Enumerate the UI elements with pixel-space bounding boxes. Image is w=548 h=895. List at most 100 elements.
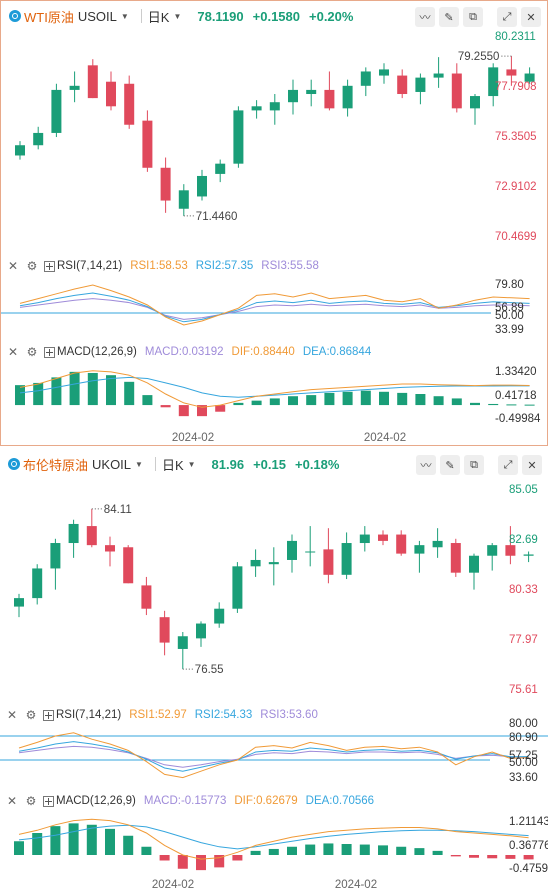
macd-histogram-bar bbox=[50, 826, 61, 855]
close-icon[interactable]: ✕ bbox=[522, 455, 542, 475]
wti-chart[interactable]: 79.2550 71.4460 80.2311 77.7908 75.3505 72.91… bbox=[1, 1, 548, 447]
pencil-icon[interactable]: ✎ bbox=[439, 7, 459, 27]
macd-histogram-bar bbox=[196, 855, 206, 871]
macd-histogram-bar bbox=[414, 848, 425, 855]
price-change-pct: +0.20% bbox=[309, 8, 354, 24]
date-axis-label: 2024-02 bbox=[152, 879, 194, 891]
symbol-code[interactable]: USOIL bbox=[77, 8, 117, 24]
macd-histogram-bar bbox=[470, 402, 480, 406]
macd-histogram-bar bbox=[159, 855, 170, 861]
macd-value: MACD:-0.15773 bbox=[143, 795, 227, 807]
close-icon[interactable]: ✕ bbox=[7, 345, 19, 359]
rsi-axis-label: 50.00 bbox=[495, 310, 524, 322]
candle-body bbox=[414, 545, 425, 554]
macd-histogram-bar bbox=[160, 405, 171, 408]
price-axis-label: 70.4699 bbox=[495, 231, 537, 243]
candle-body bbox=[288, 89, 298, 103]
close-icon[interactable]: ✕ bbox=[7, 259, 19, 273]
plus-box-icon[interactable] bbox=[43, 795, 54, 807]
candle-body bbox=[505, 545, 516, 556]
candle-body bbox=[506, 69, 517, 76]
rsi-axis-label: 80.00 bbox=[509, 718, 538, 730]
macd-histogram-bar bbox=[487, 855, 498, 859]
candle-body bbox=[251, 106, 262, 111]
expand-icon[interactable]: ⤢ bbox=[498, 455, 518, 475]
price-axis-label: 72.9102 bbox=[495, 181, 537, 193]
high-label: 84.11 bbox=[104, 504, 132, 516]
plus-box-icon[interactable] bbox=[44, 260, 55, 272]
price-axis-label: 77.97 bbox=[509, 634, 538, 646]
brent-header: 布伦特原油 UKOIL ▼ 日K ▼ 81.96 +0.15 +0.18% 〰 … bbox=[0, 449, 548, 479]
symbol-code[interactable]: UKOIL bbox=[92, 456, 132, 472]
macd-histogram-bar bbox=[324, 392, 335, 406]
chevron-down-icon[interactable]: ▼ bbox=[173, 11, 182, 21]
plus-box-icon[interactable] bbox=[43, 709, 54, 721]
candle-body bbox=[215, 163, 226, 174]
brent-chart[interactable]: 84.11 76.55 85.05 82.69 80.33 77.97 75.61 80.00… bbox=[0, 449, 548, 895]
candle-body bbox=[33, 132, 44, 146]
gear-icon[interactable]: ⚙ bbox=[25, 708, 37, 722]
chevron-down-icon[interactable]: ▼ bbox=[120, 11, 129, 21]
dif-value: DIF:0.88440 bbox=[231, 346, 295, 358]
close-icon[interactable]: ✕ bbox=[521, 7, 541, 27]
rsi1-value: RSI1:52.97 bbox=[129, 709, 187, 721]
macd-histogram-bar bbox=[86, 824, 97, 855]
rsi1-line bbox=[19, 284, 530, 326]
macd-histogram-bar bbox=[306, 395, 317, 406]
macd-histogram-bar bbox=[214, 855, 225, 868]
macd-histogram-bar bbox=[432, 850, 443, 855]
expand-icon[interactable]: ⤢ bbox=[497, 7, 517, 27]
candle-icon[interactable]: ⧉ bbox=[463, 7, 483, 27]
candle-body bbox=[197, 175, 207, 197]
pencil-icon[interactable]: ✎ bbox=[440, 455, 460, 475]
candle-body bbox=[342, 85, 353, 109]
macd-histogram-bar bbox=[287, 846, 297, 855]
close-icon[interactable]: ✕ bbox=[6, 708, 18, 722]
symbol-name[interactable]: WTI原油 bbox=[24, 9, 74, 25]
rsi1-line bbox=[18, 732, 529, 779]
macd-value: MACD:0.03192 bbox=[144, 346, 224, 358]
close-icon[interactable]: ✕ bbox=[6, 794, 18, 808]
candle-body bbox=[451, 73, 462, 109]
macd-histogram-bar bbox=[106, 375, 116, 406]
chevron-down-icon[interactable]: ▼ bbox=[135, 459, 143, 469]
price-change: +0.1580 bbox=[252, 8, 300, 24]
candle-body bbox=[69, 85, 80, 90]
candle-body bbox=[123, 547, 134, 584]
period-selector[interactable]: 日K bbox=[147, 9, 170, 25]
candle-body bbox=[360, 71, 371, 86]
candle-body bbox=[488, 67, 499, 97]
gear-icon[interactable]: ⚙ bbox=[26, 259, 38, 273]
candle-body bbox=[178, 190, 189, 209]
macd-histogram-bar bbox=[233, 402, 244, 406]
candle-icon[interactable]: ⧉ bbox=[464, 455, 484, 475]
date-axis-label: 2024-02 bbox=[335, 879, 377, 891]
macd-histogram-bar bbox=[33, 382, 44, 406]
macd-histogram-bar bbox=[323, 843, 334, 855]
candle-body bbox=[433, 73, 444, 78]
macd-histogram-bar bbox=[251, 400, 262, 406]
brent-panel: 布伦特原油 UKOIL ▼ 日K ▼ 81.96 +0.15 +0.18% 〰 … bbox=[0, 449, 548, 895]
symbol-name[interactable]: 布伦特原油 bbox=[23, 457, 89, 473]
macd-histogram-bar bbox=[232, 855, 243, 861]
line-chart-icon[interactable]: 〰 bbox=[415, 7, 435, 27]
plus-box-icon[interactable] bbox=[44, 346, 55, 358]
macd-label: MACD(12,26,9) bbox=[56, 795, 136, 807]
price-axis-label: 77.7908 bbox=[495, 81, 537, 93]
line-chart-icon[interactable]: 〰 bbox=[416, 455, 436, 475]
period-selector[interactable]: 日K bbox=[161, 457, 184, 473]
macd-axis-label: 1.33420 bbox=[495, 366, 537, 378]
macd-axis-label: 0.41718 bbox=[495, 390, 537, 402]
candle-body bbox=[268, 562, 279, 565]
price-axis-label: 80.33 bbox=[509, 584, 538, 596]
gear-icon[interactable]: ⚙ bbox=[25, 794, 37, 808]
date-axis-label: 2024-02 bbox=[172, 432, 214, 444]
macd-histogram-bar bbox=[124, 381, 135, 406]
gear-icon[interactable]: ⚙ bbox=[26, 345, 38, 359]
candle-body bbox=[50, 543, 61, 569]
candle-body bbox=[68, 523, 79, 544]
macd-histogram-bar bbox=[68, 823, 79, 855]
toolbar: 〰 ✎ ⧉ ⤢ ✕ bbox=[411, 7, 541, 27]
chevron-down-icon[interactable]: ▼ bbox=[187, 459, 196, 469]
